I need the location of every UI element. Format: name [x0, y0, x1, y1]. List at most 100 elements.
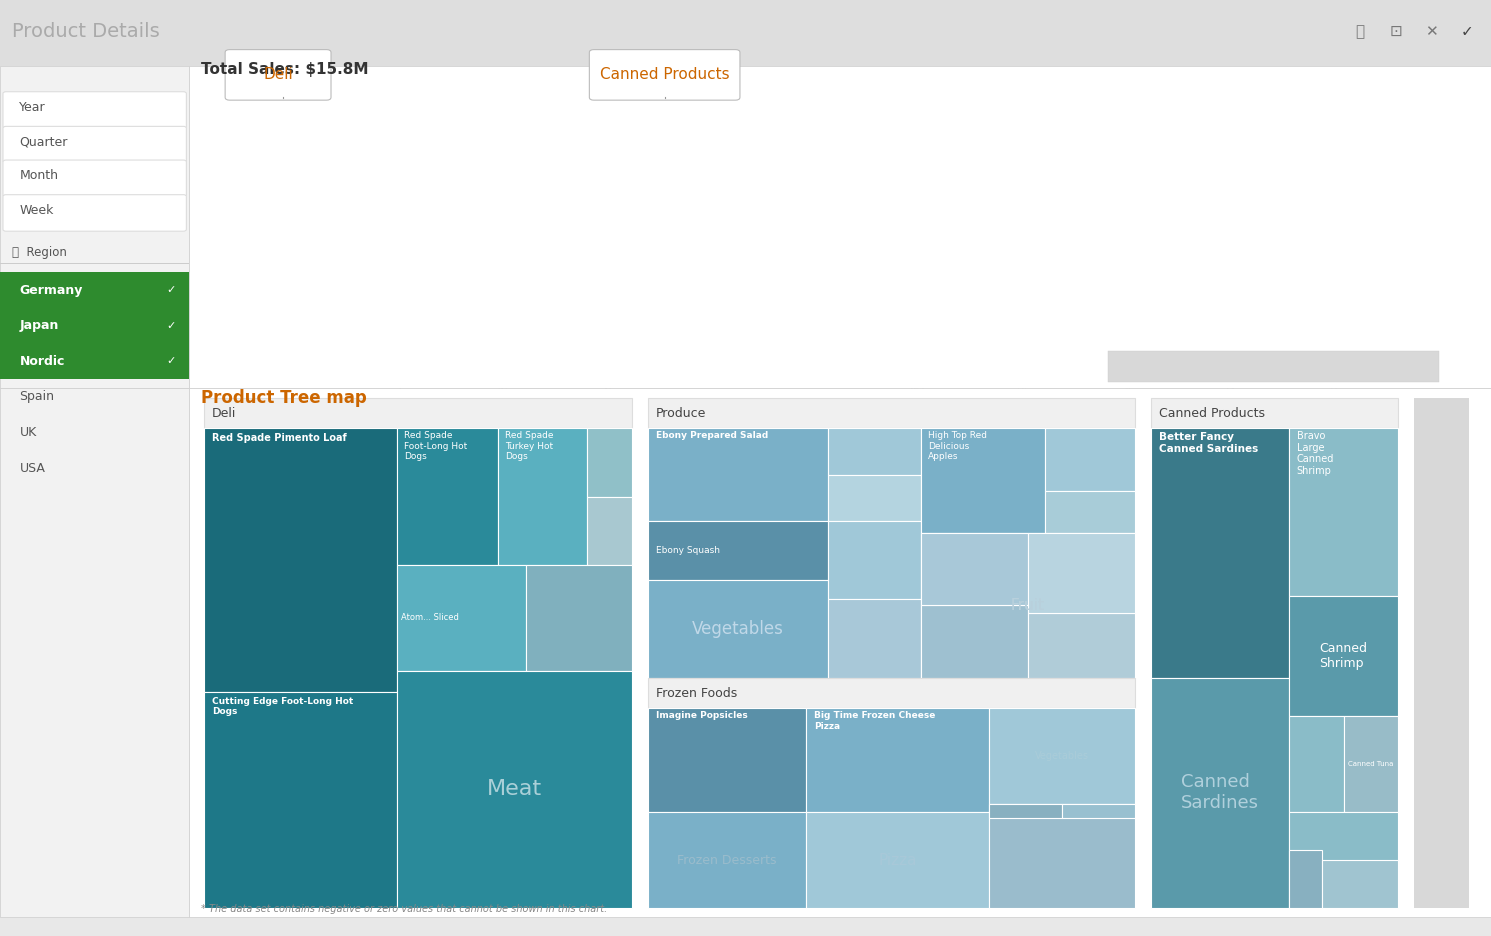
Text: ⊡: ⊡: [1390, 24, 1402, 39]
Text: Month: Month: [19, 169, 58, 183]
Text: Red Spade Pimento Loaf: Red Spade Pimento Loaf: [212, 433, 346, 443]
Text: Meat: Meat: [486, 780, 541, 799]
Text: 1.52M: 1.52M: [446, 266, 455, 289]
Text: * The data set contains negative or zero values that cannot be shown in this cha: * The data set contains negative or zero…: [201, 903, 607, 914]
Text: Canned Tuna: Canned Tuna: [1348, 761, 1394, 768]
Text: Year: Year: [19, 101, 46, 114]
Text: UK: UK: [19, 426, 37, 439]
Bar: [458, 375, 479, 382]
Text: Nordic: Nordic: [19, 355, 64, 368]
Text: High Top Red
Delicious
Apples: High Top Red Delicious Apples: [927, 431, 987, 461]
Text: ✓: ✓: [167, 285, 176, 295]
Text: ✓: ✓: [1461, 24, 1473, 39]
Bar: [330, 256, 365, 351]
Text: Frozen Desserts: Frozen Desserts: [677, 854, 777, 867]
Bar: [737, 375, 757, 382]
Bar: [607, 378, 628, 382]
Text: Canned
Sardines: Canned Sardines: [1181, 773, 1260, 812]
Bar: [1159, 329, 1196, 351]
Text: Red Spade
Foot-Long Hot
Dogs: Red Spade Foot-Long Hot Dogs: [404, 431, 467, 461]
Bar: [1018, 299, 1056, 351]
Bar: [681, 378, 704, 382]
Bar: [951, 322, 987, 351]
Bar: [640, 301, 677, 351]
Bar: [886, 376, 907, 382]
Bar: [309, 371, 330, 382]
Text: Big Time Frozen Cheese
Pizza: Big Time Frozen Cheese Pizza: [814, 711, 935, 731]
Text: 3.06M: 3.06M: [617, 206, 626, 229]
Bar: [288, 356, 309, 382]
Bar: [811, 281, 848, 351]
Text: Fruit: Fruit: [1011, 598, 1045, 613]
Text: 3.12M: 3.12M: [514, 204, 523, 227]
X-axis label: Product Group: Product Group: [808, 418, 887, 428]
Text: Fruit: Fruit: [1011, 598, 1045, 613]
Text: 3.58M: 3.58M: [410, 185, 419, 209]
Bar: [397, 212, 432, 351]
Text: 1.8M: 1.8M: [825, 260, 833, 278]
Text: 768.67k: 768.67k: [757, 287, 766, 318]
Text: Ebony Prepared Salad: Ebony Prepared Salad: [656, 431, 768, 440]
Text: 921.8k: 921.8k: [1241, 286, 1249, 313]
Bar: [604, 232, 640, 351]
Text: Atom... Sliced: Atom... Sliced: [401, 613, 459, 622]
Bar: [811, 376, 832, 382]
Bar: [960, 378, 981, 382]
Bar: [532, 376, 553, 382]
Text: 305.44k: 305.44k: [1069, 305, 1078, 336]
Text: Deli: Deli: [212, 406, 236, 419]
Bar: [907, 379, 927, 382]
Text: 1.59M: 1.59M: [550, 263, 559, 286]
Text: ⌕: ⌕: [1355, 24, 1364, 39]
Text: Pizza: Pizza: [878, 853, 917, 868]
Text: Cutting Edge Foot-Long Hot
Dogs: Cutting Edge Foot-Long Hot Dogs: [212, 696, 353, 716]
Text: Deli: Deli: [264, 67, 292, 82]
Text: 739.84k: 739.84k: [965, 288, 974, 319]
Text: Product Tree map: Product Tree map: [201, 389, 367, 407]
Text: 1.52M: 1.52M: [929, 266, 938, 289]
Bar: [1123, 300, 1159, 351]
Text: 97.38k: 97.38k: [1379, 318, 1388, 344]
Text: 411.95k: 411.95k: [1276, 301, 1285, 332]
Text: Canned Products: Canned Products: [599, 67, 729, 82]
Text: Spain: Spain: [19, 390, 54, 403]
Bar: [511, 369, 532, 382]
Bar: [981, 380, 1002, 382]
Text: 🔍  Region: 🔍 Region: [12, 246, 67, 259]
Bar: [832, 381, 853, 382]
Bar: [661, 374, 681, 382]
Bar: [1330, 344, 1366, 351]
Text: Red Spade
Turkey Hot
Dogs: Red Spade Turkey Hot Dogs: [505, 431, 553, 461]
Bar: [848, 320, 884, 351]
Text: Bravo
Large
Canned
Shrimp: Bravo Large Canned Shrimp: [1297, 431, 1334, 476]
Bar: [362, 366, 383, 382]
Text: 2.45M: 2.45M: [343, 229, 352, 253]
Bar: [708, 258, 744, 351]
Text: 186.49k: 186.49k: [1343, 310, 1352, 341]
Bar: [1056, 339, 1091, 351]
Text: Better Fancy
Canned Sardines: Better Fancy Canned Sardines: [1159, 432, 1258, 454]
Bar: [537, 289, 573, 351]
Text: Japan: Japan: [19, 319, 58, 332]
Text: 1.36M: 1.36M: [1032, 271, 1041, 296]
Text: ✓: ✓: [167, 357, 176, 366]
Y-axis label: Sum(Sales), Sum(Margin): Sum(Sales), Sum(Margin): [204, 162, 215, 287]
Text: 796.24k: 796.24k: [862, 286, 871, 317]
Text: Quarter: Quarter: [19, 136, 67, 149]
Bar: [437, 368, 458, 382]
Text: Canned
Shrimp: Canned Shrimp: [1320, 642, 1367, 670]
FancyBboxPatch shape: [267, 89, 702, 353]
Bar: [586, 372, 607, 382]
Text: 1.31M: 1.31M: [1136, 274, 1145, 298]
Bar: [744, 321, 780, 351]
Text: Frozen Foods: Frozen Foods: [656, 687, 737, 699]
Text: USA: USA: [19, 461, 45, 475]
Bar: [499, 229, 537, 351]
Text: Imagine Popsicles: Imagine Popsicles: [656, 711, 747, 720]
Bar: [432, 292, 470, 351]
Bar: [383, 375, 404, 382]
Bar: [1366, 347, 1403, 351]
Text: Canned Products: Canned Products: [1159, 406, 1264, 419]
Text: Vegetables: Vegetables: [1035, 752, 1088, 761]
Text: 559.28k: 559.28k: [1172, 296, 1181, 327]
